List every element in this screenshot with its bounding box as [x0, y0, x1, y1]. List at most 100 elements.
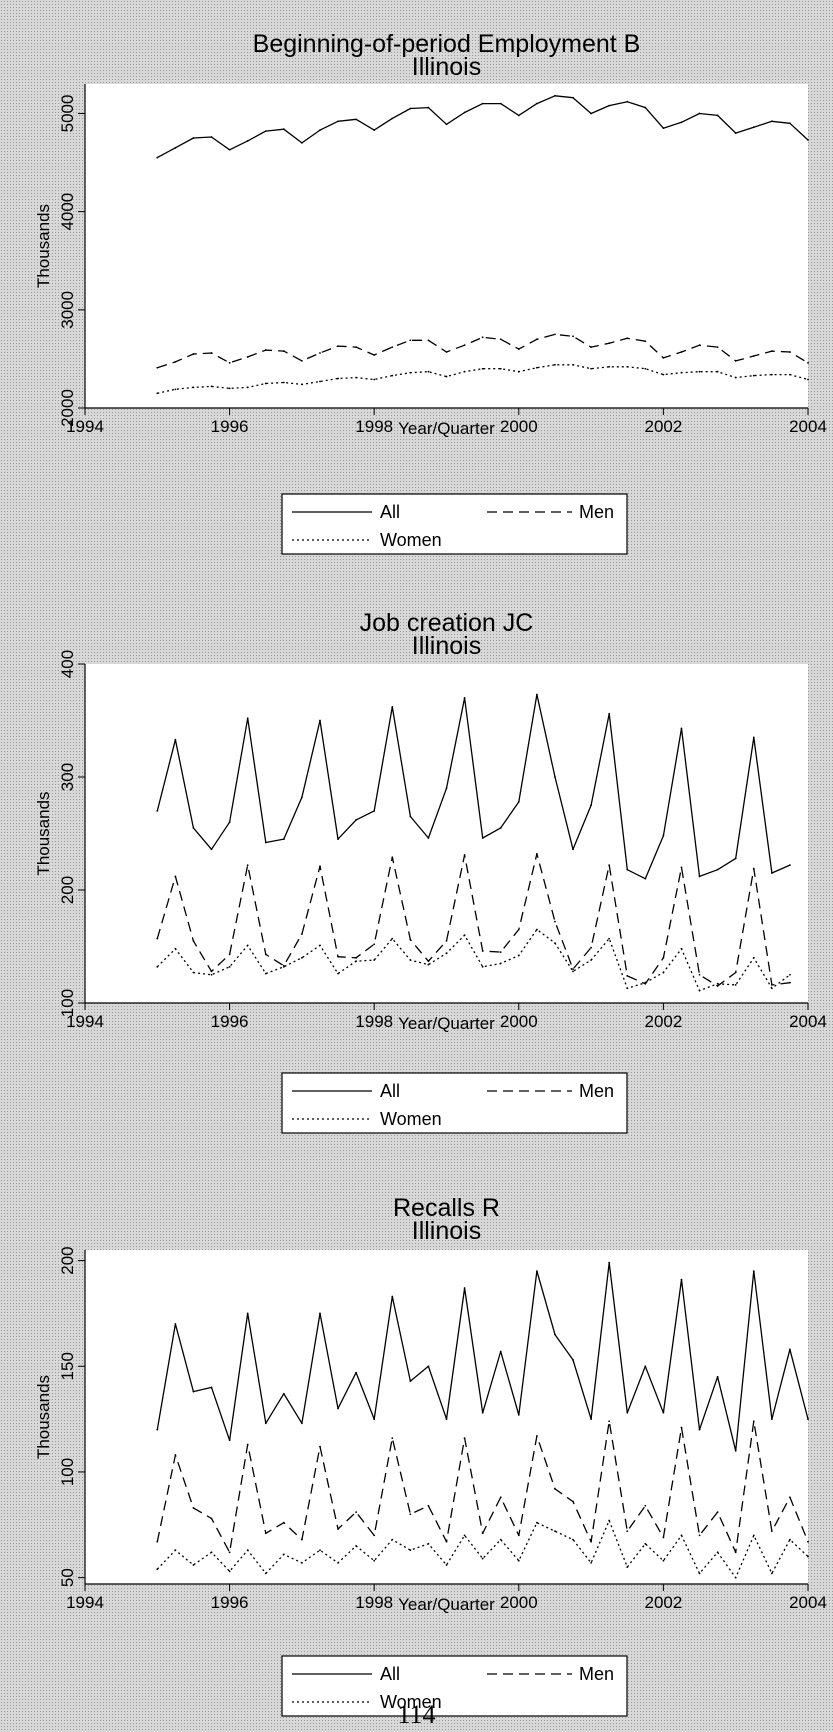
data-point-all	[608, 1261, 611, 1264]
legend: All Men Women	[281, 493, 628, 555]
data-point-women	[228, 965, 231, 968]
data-point-men	[608, 342, 611, 345]
y-tick-label: 400	[58, 650, 77, 678]
data-point-men	[373, 943, 376, 946]
legend-label-all: All	[380, 502, 400, 522]
data-point-men	[608, 1420, 611, 1423]
data-point-women	[752, 956, 755, 959]
data-point-all	[445, 1418, 448, 1421]
x-tick-label: 2004	[789, 1012, 827, 1031]
data-point-men	[282, 350, 285, 352]
data-point-women	[409, 371, 412, 374]
data-point-women	[499, 367, 502, 370]
data-point-women	[734, 376, 737, 379]
data-point-all	[517, 800, 520, 803]
y-tick-label: 5000	[58, 95, 77, 133]
data-point-all	[499, 826, 502, 829]
data-point-women	[373, 959, 376, 961]
data-point-all	[626, 100, 629, 103]
data-point-all	[174, 1323, 177, 1325]
data-point-men	[409, 938, 412, 941]
data-point-men	[554, 920, 556, 923]
data-point-men	[698, 1534, 701, 1537]
data-point-men	[210, 352, 213, 354]
data-point-men	[409, 1513, 412, 1516]
plot-area	[85, 664, 808, 1003]
data-point-all	[535, 1270, 538, 1273]
data-point-men	[752, 1420, 755, 1423]
data-point-men	[301, 359, 303, 362]
data-point-all	[770, 120, 773, 123]
data-point-men	[517, 348, 520, 350]
data-point-all	[301, 1422, 303, 1425]
chart-panel-1: Beginning-of-period Employment BIllinois…	[34, 30, 827, 555]
data-point-women	[517, 954, 520, 957]
data-point-men	[156, 366, 159, 369]
data-point-women	[337, 377, 339, 380]
y-tick-label: 4000	[58, 193, 77, 231]
data-point-all	[192, 826, 195, 829]
data-point-women	[716, 1551, 719, 1554]
data-point-all	[246, 140, 249, 142]
data-point-all	[572, 848, 574, 851]
data-point-all	[517, 1413, 520, 1416]
data-point-men	[192, 1506, 195, 1509]
data-point-all	[409, 1380, 412, 1382]
x-tick-label: 2000	[500, 1012, 538, 1031]
data-point-men	[770, 984, 773, 986]
data-point-all	[662, 834, 665, 837]
data-point-women	[337, 1561, 339, 1564]
data-point-all	[463, 1287, 466, 1289]
data-point-men	[789, 981, 791, 984]
data-point-women	[246, 1549, 249, 1552]
legend: All Men Women	[281, 1655, 628, 1717]
data-point-all	[499, 102, 502, 105]
x-tick-label: 1994	[66, 1593, 104, 1612]
x-axis-label: Year/Quarter	[398, 419, 495, 438]
data-point-women	[355, 376, 358, 379]
x-tick-label: 1996	[211, 1593, 249, 1612]
y-axis-label: Thousands	[34, 791, 53, 875]
x-tick-label: 2000	[500, 417, 538, 436]
data-point-women	[752, 374, 755, 377]
y-tick-label: 150	[58, 1352, 77, 1380]
data-point-men	[337, 1528, 339, 1530]
y-tick-label: 200	[58, 876, 77, 904]
data-point-men	[481, 336, 484, 339]
x-tick-label: 1994	[66, 417, 104, 436]
data-point-men	[192, 939, 195, 942]
data-point-all	[301, 796, 303, 799]
data-point-men	[409, 339, 412, 342]
data-point-men	[246, 356, 249, 358]
data-point-all	[463, 697, 466, 699]
data-point-all	[156, 156, 159, 159]
data-point-all	[734, 1449, 737, 1452]
data-point-all	[716, 1375, 719, 1378]
data-point-women	[698, 989, 701, 992]
data-point-all	[228, 1439, 231, 1442]
data-point-all	[228, 821, 231, 824]
data-point-men	[228, 1551, 231, 1554]
data-point-women	[319, 380, 321, 383]
data-point-all	[734, 857, 737, 860]
data-point-men	[734, 359, 737, 362]
data-point-men	[698, 973, 701, 976]
x-tick-label: 1996	[211, 1012, 249, 1031]
data-point-all	[409, 815, 412, 818]
data-point-women	[174, 388, 177, 391]
data-point-women	[463, 934, 466, 937]
data-point-women	[373, 378, 376, 381]
data-point-women	[373, 1559, 376, 1562]
data-point-men	[789, 351, 791, 353]
data-point-all	[572, 1359, 574, 1361]
data-point-men	[463, 344, 466, 347]
data-point-men	[535, 852, 538, 855]
data-point-women	[499, 962, 502, 965]
chart-title: Recalls R	[393, 1194, 500, 1222]
data-point-women	[337, 972, 339, 975]
data-point-women	[156, 1568, 159, 1571]
data-point-all	[210, 1386, 213, 1389]
data-point-all	[156, 810, 159, 812]
data-point-men	[319, 1445, 321, 1448]
